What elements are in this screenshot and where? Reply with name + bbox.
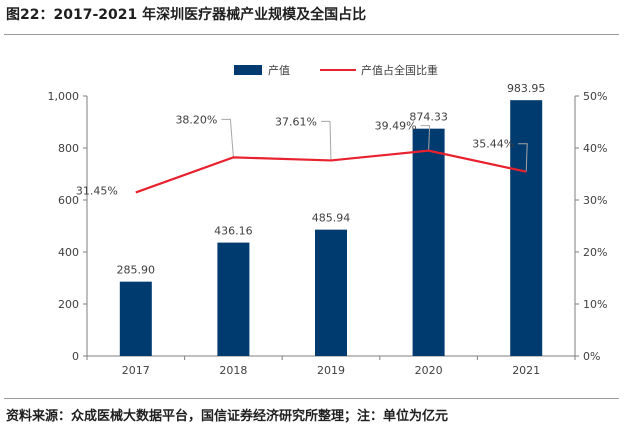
x-axis-tick-label: 2017: [122, 364, 150, 377]
bar: [510, 100, 543, 356]
left-axis-tick-label: 600: [58, 194, 79, 207]
bar-value-label: 436.16: [214, 225, 253, 238]
left-axis-tick-label: 0: [72, 350, 79, 363]
right-axis-tick-label: 40%: [583, 142, 607, 155]
line-series: [135, 149, 527, 194]
left-axis-tick-label: 400: [58, 246, 79, 259]
axes: 0 200 400 600 800 1,000 0% 10% 20% 30% 40% 50% 2017 2…: [48, 90, 608, 377]
line-value-label: 35.44%: [472, 138, 514, 151]
bar: [217, 242, 250, 356]
bar-value-label: 983.95: [507, 82, 546, 95]
left-axis-tick-label: 1,000: [48, 90, 80, 103]
x-axis-tick-label: 2018: [219, 364, 247, 377]
legend-bar-label: 产值: [268, 63, 290, 77]
line-value-label: 39.49%: [375, 120, 417, 133]
label-leader-line: [221, 118, 234, 158]
bar: [412, 128, 445, 356]
bar-value-label: 285.90: [117, 264, 156, 277]
right-axis-tick-label: 0%: [583, 350, 600, 363]
leader-lines: [221, 118, 528, 172]
right-axis-tick-label: 50%: [583, 90, 607, 103]
x-axis-tick-label: 2020: [415, 364, 443, 377]
x-axis-tick-label: 2019: [317, 364, 345, 377]
legend-bar-swatch: [234, 65, 262, 75]
line-value-label: 31.45%: [76, 184, 118, 197]
bar-value-label: 485.94: [312, 212, 351, 225]
right-axis-tick-label: 20%: [583, 246, 607, 259]
share-line: [135, 149, 527, 194]
left-axis-tick-label: 200: [58, 298, 79, 311]
label-leader-line: [420, 125, 431, 151]
title-divider: [4, 34, 619, 35]
legend: 产值 产值占全国比重: [234, 63, 438, 77]
figure-title: 图22：2017-2021 年深圳医疗器械产业规模及全国占比: [6, 7, 367, 23]
right-axis-tick-label: 30%: [583, 194, 607, 207]
footer-divider: [4, 398, 619, 399]
x-axis-tick-label: 2021: [512, 364, 540, 377]
left-axis-tick-label: 800: [58, 142, 79, 155]
line-value-label: 37.61%: [275, 115, 317, 128]
label-leader-line: [518, 143, 528, 172]
chart: 产值 产值占全国比重 0 200 400 600 800 1,000 0% 10% 20% 30%…: [48, 63, 608, 377]
right-axis-tick-label: 10%: [583, 298, 607, 311]
bar-value-label: 874.33: [409, 111, 448, 124]
bar: [315, 229, 347, 356]
data-labels: 285.90 436.16 485.94 874.33 983.95 31.45% 38.2…: [76, 82, 546, 276]
label-leader-line: [321, 120, 332, 161]
line-value-label: 38.20%: [175, 113, 217, 126]
legend-line-label: 产值占全国比重: [361, 63, 438, 77]
bar: [119, 281, 152, 356]
bar-series: [119, 100, 543, 356]
source-note: 资料来源：众成医械大数据平台，国信证券经济研究所整理；注：单位为亿元: [6, 409, 449, 424]
